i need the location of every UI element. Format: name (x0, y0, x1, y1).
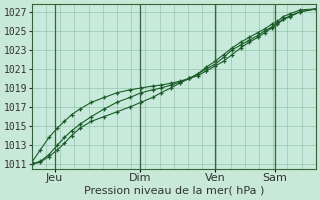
X-axis label: Pression niveau de la mer( hPa ): Pression niveau de la mer( hPa ) (84, 186, 264, 196)
